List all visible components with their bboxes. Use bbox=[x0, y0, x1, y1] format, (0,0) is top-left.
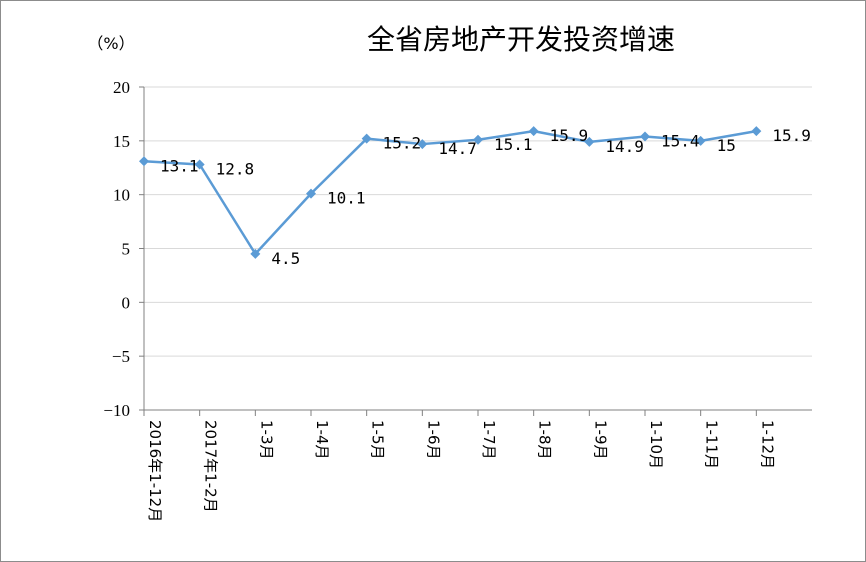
data-point-marker bbox=[250, 248, 261, 259]
data-point-marker bbox=[361, 133, 372, 144]
y-tick-label: 15 bbox=[113, 132, 130, 151]
x-tick-label: 1-8月 bbox=[536, 420, 554, 460]
data-label: 14.9 bbox=[605, 137, 644, 156]
x-tick-label: 1-4月 bbox=[313, 420, 331, 460]
data-point-marker bbox=[417, 139, 428, 150]
data-point-marker bbox=[139, 156, 149, 167]
x-tick-label: 2016年1-12月 bbox=[146, 420, 164, 522]
x-tick-label: 1-12月 bbox=[758, 420, 776, 469]
data-point-marker bbox=[473, 134, 483, 145]
data-point-marker bbox=[751, 126, 762, 137]
data-point-marker bbox=[306, 188, 316, 199]
data-point-marker bbox=[695, 135, 706, 146]
data-label: 14.7 bbox=[438, 139, 477, 158]
data-point-marker bbox=[640, 131, 650, 142]
x-tick-label: 1-10月 bbox=[647, 420, 665, 469]
y-tick-label: 20 bbox=[113, 78, 130, 97]
x-tick-label: 1-5月 bbox=[369, 420, 387, 460]
series-line bbox=[143, 129, 757, 256]
y-tick-label: 5 bbox=[122, 240, 131, 259]
data-point-marker bbox=[584, 136, 595, 147]
y-tick-label: −5 bbox=[112, 347, 130, 366]
data-label: 10.1 bbox=[327, 189, 366, 208]
x-tick-label: 1-3月 bbox=[257, 420, 275, 460]
data-label: 15.1 bbox=[494, 135, 533, 154]
data-point-marker bbox=[194, 159, 205, 170]
y-tick-label: 10 bbox=[113, 186, 130, 205]
data-label: 15.9 bbox=[772, 126, 811, 145]
x-tick-label: 1-7月 bbox=[480, 420, 498, 460]
x-tick-label: 1-9月 bbox=[591, 420, 609, 460]
data-label: 13.1 bbox=[160, 156, 199, 175]
series-layer bbox=[139, 126, 762, 259]
x-tick-label: 2017年1-2月 bbox=[202, 420, 220, 513]
y-tick-label: −10 bbox=[103, 401, 130, 420]
chart-title: 全省房地产开发投资增速 bbox=[367, 23, 675, 56]
data-label: 12.8 bbox=[216, 160, 255, 179]
data-label: 4.5 bbox=[271, 249, 300, 268]
axes: 20 15 10 5 0 −5 −10 2016年1-12月 2017年1-2月 1-3月 1-4月… bbox=[103, 78, 812, 522]
gridlines bbox=[144, 86, 812, 357]
data-label: 15.2 bbox=[383, 134, 422, 153]
x-tick-label: 1-11月 bbox=[703, 420, 721, 469]
y-axis-unit-label: （%） bbox=[87, 34, 134, 53]
data-label: 15.9 bbox=[550, 126, 589, 145]
data-labels: 13.1 12.8 4.5 10.1 15.2 14.7 15.1 15.9 14.9 15.4 1… bbox=[160, 126, 811, 268]
y-tick-label: 0 bbox=[122, 293, 131, 312]
data-label: 15 bbox=[717, 136, 736, 155]
x-tick-label: 1-6月 bbox=[424, 420, 442, 460]
data-label: 15.4 bbox=[661, 132, 700, 151]
